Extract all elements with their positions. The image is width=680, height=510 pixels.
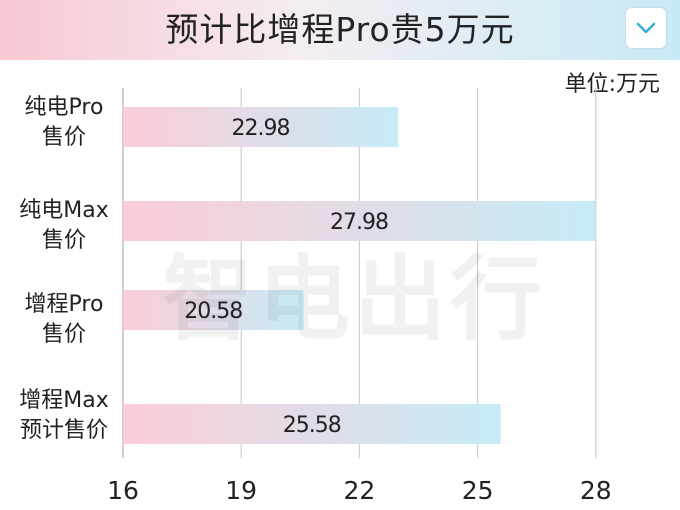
- watermark: 智电出行: [162, 246, 547, 353]
- x-tick-label: 22: [343, 476, 375, 505]
- x-tick-labels: 16 19 22 25 28: [107, 476, 612, 505]
- category-label: 增程Pro 售价: [25, 292, 104, 347]
- chevron-down-icon: [636, 22, 656, 34]
- category-label: 增程Max 预计售价: [19, 388, 108, 443]
- x-tick-label: 16: [107, 476, 139, 505]
- bar: [123, 290, 304, 330]
- title-bar: [0, 0, 680, 60]
- dropdown-button[interactable]: [626, 8, 666, 48]
- x-tick-label: 28: [580, 476, 612, 505]
- grid-lines: [122, 88, 597, 458]
- x-tick-label: 19: [225, 476, 257, 505]
- bar: [123, 404, 501, 444]
- category-label: 纯电Max 售价: [19, 198, 108, 253]
- page-title: 预计比增程Pro贵5万元: [165, 10, 515, 49]
- bar-value-label: 25.58: [283, 413, 341, 438]
- category-label: 纯电Pro 售价: [25, 95, 104, 150]
- bars: [123, 107, 596, 444]
- bar: [123, 107, 399, 147]
- x-tick-label: 25: [462, 476, 494, 505]
- bar-value-label: 20.58: [184, 299, 242, 324]
- value-labels: 22.98 27.98 20.58 25.58: [184, 116, 389, 438]
- unit-label: 单位:万元: [564, 72, 660, 97]
- bar: [123, 201, 596, 241]
- bar-value-label: 27.98: [330, 210, 388, 235]
- bar-value-label: 22.98: [232, 116, 290, 141]
